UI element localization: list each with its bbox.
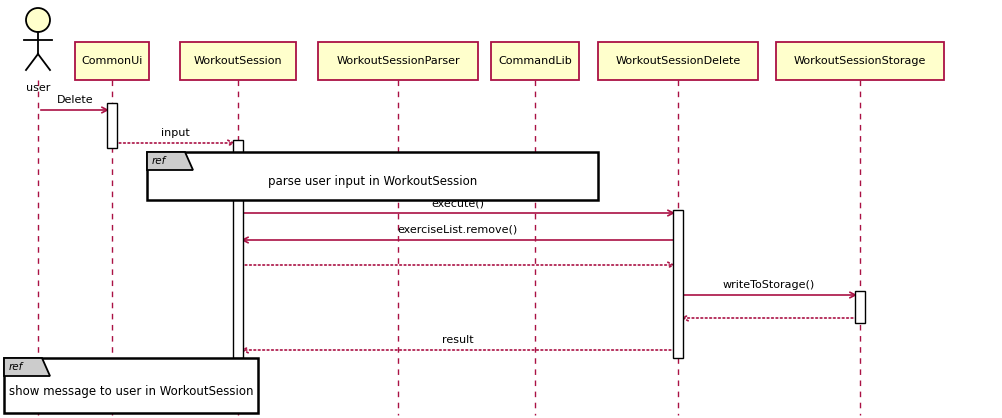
Text: ref: ref (152, 156, 166, 166)
Bar (318, 42, 478, 80)
Text: writeToStorage(): writeToStorage() (722, 280, 815, 290)
Text: parse user input in WorkoutSession: parse user input in WorkoutSession (268, 176, 477, 189)
Text: user: user (26, 83, 50, 93)
Text: exerciseList.remove(): exerciseList.remove() (398, 225, 518, 235)
Bar (107, 103, 117, 148)
Text: result: result (442, 335, 474, 345)
Text: ref: ref (9, 362, 23, 372)
Text: WorkoutSessionParser: WorkoutSessionParser (337, 56, 460, 66)
Bar (179, 42, 297, 80)
Polygon shape (4, 358, 50, 376)
Text: execute(): execute() (432, 198, 485, 208)
Text: Delete: Delete (57, 95, 93, 105)
Bar (233, 140, 243, 358)
Text: WorkoutSessionStorage: WorkoutSessionStorage (794, 56, 926, 66)
Bar (75, 42, 149, 80)
Bar (147, 152, 598, 200)
Polygon shape (147, 152, 193, 170)
Bar (4, 358, 258, 413)
Bar (777, 42, 944, 80)
Text: WorkoutSession: WorkoutSession (193, 56, 283, 66)
Bar (673, 210, 683, 358)
Bar (491, 42, 579, 80)
Circle shape (26, 8, 50, 32)
Text: input: input (160, 128, 189, 138)
Bar (855, 291, 865, 323)
Text: CommonUi: CommonUi (81, 56, 142, 66)
Text: WorkoutSessionDelete: WorkoutSessionDelete (615, 56, 740, 66)
Bar (598, 42, 758, 80)
Text: show message to user in WorkoutSession: show message to user in WorkoutSession (9, 385, 254, 398)
Text: CommandLib: CommandLib (498, 56, 572, 66)
